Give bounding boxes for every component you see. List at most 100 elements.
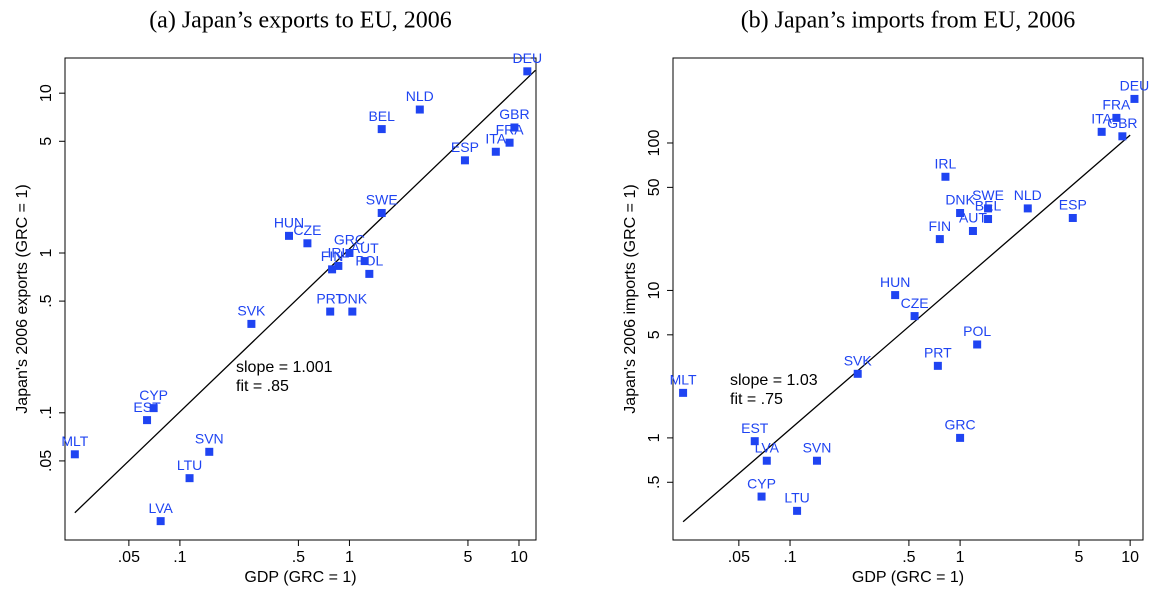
y-tick-label: 100: [646, 130, 663, 157]
point-label: GRC: [945, 417, 976, 433]
point: [505, 138, 514, 147]
point: [143, 416, 152, 425]
x-tick-label: 5: [1075, 549, 1084, 566]
x-tick-label: .1: [783, 549, 796, 566]
x-tick-label: .5: [902, 549, 915, 566]
point: [973, 340, 982, 349]
point: [984, 204, 993, 213]
point-label: SVN: [195, 431, 224, 447]
plot-frame: [64, 57, 537, 541]
point: [345, 248, 354, 257]
point-label: CZE: [901, 295, 929, 311]
point: [1118, 132, 1127, 141]
x-tick-label: 10: [510, 549, 528, 566]
x-tick-label: .5: [292, 549, 305, 566]
point-label: LTU: [177, 457, 202, 473]
point-label: GRC: [334, 232, 365, 248]
point-label: FIN: [929, 218, 952, 234]
y-tick-label: 5: [38, 137, 55, 146]
point-label: BEL: [975, 198, 1002, 214]
point: [935, 235, 944, 244]
point: [303, 239, 312, 248]
panel-title: (b) Japan’s imports from EU, 2006: [741, 8, 1076, 34]
point-label: PRT: [924, 345, 952, 361]
annotation: slope = 1.03: [730, 372, 818, 389]
point-label: EST: [741, 420, 769, 436]
point: [205, 447, 214, 456]
point-label: SWE: [366, 192, 398, 208]
point-label: CYP: [747, 475, 776, 491]
point: [70, 450, 79, 459]
point-label: FRA: [1102, 97, 1131, 113]
x-axis-title: GDP (GRC = 1): [852, 569, 964, 586]
annotation: slope = 1.001: [236, 359, 333, 376]
point: [956, 209, 965, 218]
point: [956, 433, 965, 442]
point-label: NLD: [1014, 187, 1042, 203]
point: [679, 388, 688, 397]
point: [491, 147, 500, 156]
point: [757, 492, 766, 501]
point: [334, 261, 343, 270]
point-label: DEU: [513, 50, 543, 66]
annotation: fit = .85: [236, 378, 289, 395]
point-label: CYP: [139, 387, 168, 403]
point: [326, 307, 335, 316]
point: [360, 257, 369, 266]
point-label: ESP: [451, 139, 479, 155]
x-axis-title: GDP (GRC = 1): [244, 569, 356, 586]
x-tick-label: 1: [956, 549, 965, 566]
point-label: FRA: [496, 121, 525, 137]
point: [247, 319, 256, 328]
point: [523, 67, 532, 76]
point: [1068, 213, 1077, 222]
point: [415, 105, 424, 114]
y-tick-label: .1: [38, 406, 55, 419]
point: [348, 307, 357, 316]
point-label: IRL: [327, 245, 349, 261]
point-label: IRL: [935, 155, 957, 171]
point-label: ITA: [485, 130, 506, 146]
point: [377, 125, 386, 134]
point-label: LVA: [755, 439, 780, 455]
x-tick-label: .1: [173, 549, 186, 566]
point: [185, 474, 194, 483]
point-label: DEU: [1120, 78, 1150, 94]
point-label: POL: [355, 253, 383, 269]
point: [1130, 94, 1139, 103]
point-label: AUT: [959, 210, 987, 226]
point-label: SVK: [237, 303, 266, 319]
fit-line: [74, 69, 536, 514]
point-label: MLT: [61, 433, 88, 449]
y-tick-label: .5: [646, 476, 663, 489]
point: [750, 437, 759, 446]
y-tick-label: 1: [646, 433, 663, 442]
y-tick-label: 5: [646, 330, 663, 339]
y-tick-label: .5: [38, 294, 55, 307]
point: [968, 226, 977, 235]
point-label: SVK: [844, 353, 873, 369]
x-tick-label: .05: [728, 549, 750, 566]
point-label: DNK: [338, 290, 368, 306]
point-label: PRT: [316, 290, 344, 306]
point: [460, 156, 469, 165]
point-label: SVN: [803, 439, 832, 455]
point-label: LVA: [148, 500, 173, 516]
point-label: HUN: [274, 215, 304, 231]
point: [156, 517, 165, 526]
point: [941, 172, 950, 181]
point-label: ITA: [1091, 111, 1112, 127]
point-label: HUN: [880, 274, 910, 290]
point: [933, 361, 942, 370]
panel-title: (a) Japan’s exports to EU, 2006: [149, 8, 452, 34]
x-tick-label: 1: [345, 549, 354, 566]
point: [365, 269, 374, 278]
y-tick-label: .05: [38, 450, 55, 472]
point: [149, 404, 158, 413]
point-label: ESP: [1059, 197, 1087, 213]
point-label: AUT: [351, 240, 379, 256]
y-axis-title: Japan's 2006 exports (GRC = 1): [14, 184, 31, 413]
point-label: EST: [133, 399, 161, 415]
x-tick-label: .05: [118, 549, 140, 566]
